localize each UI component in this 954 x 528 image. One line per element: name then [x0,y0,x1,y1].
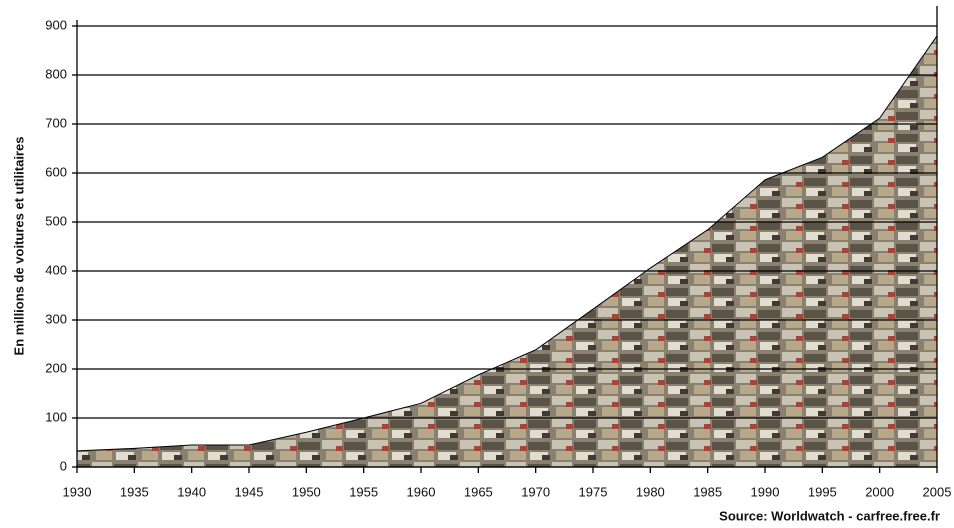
x-tick-label: 2000 [865,484,894,499]
x-tick-label: 2005 [923,484,952,499]
area [76,34,938,468]
x-tick-label: 1995 [808,484,837,499]
x-tick-label: 1965 [464,484,493,499]
y-tick-label: 500 [45,213,67,228]
x-tick-label: 1930 [63,484,92,499]
x-tick-label: 1955 [349,484,378,499]
y-tick-label: 200 [45,360,67,375]
x-tick-label: 1940 [177,484,206,499]
y-tick-label: 900 [45,17,67,32]
x-tick-label: 1950 [292,484,321,499]
x-tick-label: 1960 [407,484,436,499]
y-axis-label: En millions de voitures et utilitaires [11,137,26,356]
x-tick-label: 1985 [693,484,722,499]
y-tick-label: 100 [45,409,67,424]
x-tick-label: 1980 [636,484,665,499]
y-tick-label: 800 [45,66,67,81]
y-tick-label: 700 [45,115,67,130]
x-tick-label: 1975 [579,484,608,499]
y-tick-label: 300 [45,311,67,326]
y-tick-label: 400 [45,262,67,277]
source-note: Source: Worldwatch - carfree.free.fr [719,508,940,523]
y-tick-label: 600 [45,164,67,179]
x-tick-label: 1970 [521,484,550,499]
x-tick-label: 1990 [751,484,780,499]
x-tick-label: 1935 [120,484,149,499]
y-tick-label: 0 [60,458,67,473]
x-tick-label: 1945 [235,484,264,499]
